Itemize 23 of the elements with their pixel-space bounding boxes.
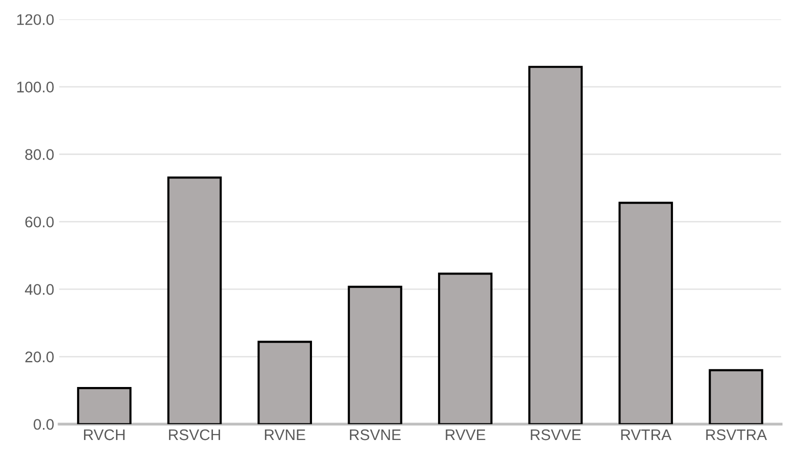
bar bbox=[167, 176, 222, 424]
x-tick-label: RVVE bbox=[446, 430, 486, 440]
x-tick-label: RSVNE bbox=[350, 429, 401, 440]
x-tick-label: RVCH bbox=[84, 429, 125, 440]
bar bbox=[77, 386, 132, 424]
x-tick-label: RSVTRA bbox=[706, 429, 767, 440]
y-tick-label: 80.0 bbox=[25, 149, 54, 160]
x-tick-label: RSVVE bbox=[530, 429, 581, 440]
y-tick-label: 60.0 bbox=[25, 216, 54, 228]
bar bbox=[348, 286, 402, 424]
x-tick-label: RVTRA bbox=[621, 430, 672, 440]
x-tick-label: RVNE bbox=[264, 430, 306, 440]
bar bbox=[438, 272, 492, 424]
bar bbox=[708, 369, 764, 424]
y-tick-label: 40.0 bbox=[24, 284, 54, 295]
y-tick-label: 20.0 bbox=[25, 352, 54, 362]
bar bbox=[618, 202, 673, 424]
y-tick-label: 120.0 bbox=[17, 14, 54, 26]
x-tick-label: RSVCH bbox=[169, 429, 220, 440]
bar bbox=[528, 66, 583, 424]
y-tick-label: 100.0 bbox=[17, 82, 54, 92]
bar bbox=[258, 340, 312, 424]
y-tick-label: 0.0 bbox=[34, 418, 54, 430]
